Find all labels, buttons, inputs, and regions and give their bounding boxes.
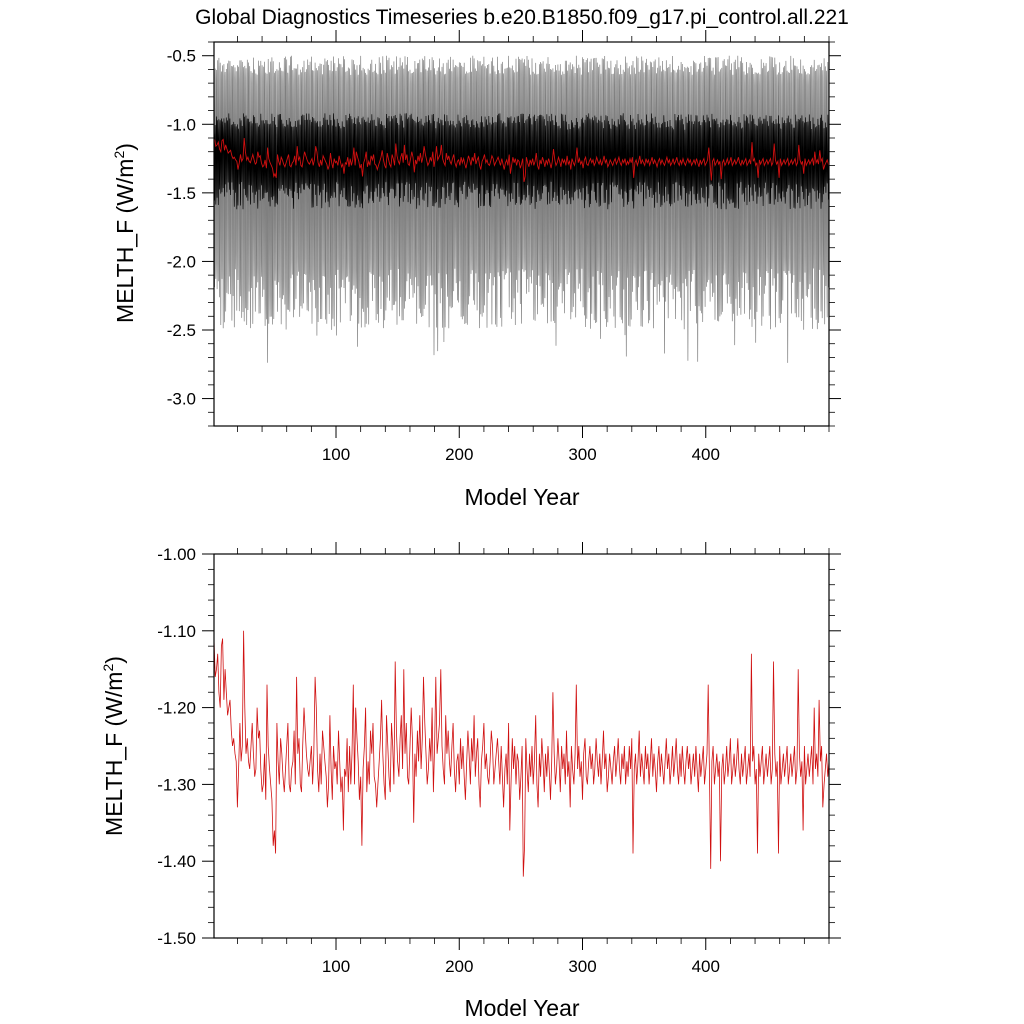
y-tick-label: -1.20 xyxy=(157,699,196,718)
x-tick-label: 200 xyxy=(445,445,473,464)
monthly-series-line xyxy=(214,55,829,363)
y-tick-label: -1.5 xyxy=(167,184,196,203)
y-tick-label: -0.5 xyxy=(167,47,196,66)
y-tick-label: -1.0 xyxy=(167,115,196,134)
bottom-panel-ylabel-close: ) xyxy=(101,656,127,664)
annual-mean-line xyxy=(214,137,829,182)
monthly-core-line xyxy=(214,113,829,210)
annual-series-line xyxy=(214,630,829,877)
y-tick-label: -2.0 xyxy=(167,252,196,271)
top-panel-ylabel-sup: 2 xyxy=(111,151,127,159)
y-tick-label: -1.30 xyxy=(157,775,196,794)
x-tick-label: 300 xyxy=(568,957,596,976)
bottom-panel-ylabel-main: MELTH_F (W/m xyxy=(101,672,127,836)
bottom-panel: 100 200 300 400 -1.00 -1.10 -1.20 -1.30 -1.40 -1.… xyxy=(100,542,841,1021)
y-tick-label: -1.50 xyxy=(157,929,196,948)
bottom-panel-xlabel: Model Year xyxy=(464,995,579,1021)
figure-title: Global Diagnostics Timeseries b.e20.B185… xyxy=(195,6,849,29)
bottom-panel-plot xyxy=(214,630,829,877)
x-tick-label: 100 xyxy=(322,445,350,464)
top-panel-xlabel: Model Year xyxy=(464,484,579,510)
bottom-panel-axes: 100 200 300 400 -1.00 -1.10 -1.20 -1.30 -1.40 -1.… xyxy=(157,542,841,976)
top-panel-axes: 100 200 300 400 -0.5 -1.0 -1.5 -2.0 -2.5 -3.0 xyxy=(167,30,841,464)
y-tick-label: -2.5 xyxy=(167,321,196,340)
top-panel-plot xyxy=(214,55,829,363)
top-panel-ylabel-main: MELTH_F (W/m xyxy=(112,159,138,323)
y-tick-label: -3.0 xyxy=(167,390,196,409)
x-tick-label: 300 xyxy=(568,445,596,464)
top-panel: 100 200 300 400 -0.5 -1.0 -1.5 -2.0 -2.5 -3.0 Mod… xyxy=(111,30,841,510)
bottom-panel-ylabel-sup: 2 xyxy=(100,664,116,672)
x-tick-label: 200 xyxy=(445,957,473,976)
top-panel-ylabel: MELTH_F (W/m2) xyxy=(111,143,138,323)
y-tick-label: -1.40 xyxy=(157,852,196,871)
top-panel-ylabel-close: ) xyxy=(112,143,138,151)
plot-frame xyxy=(213,553,830,939)
x-tick-label: 400 xyxy=(692,957,720,976)
y-tick-label: -1.10 xyxy=(157,622,196,641)
x-tick-label: 400 xyxy=(692,445,720,464)
x-tick-label: 100 xyxy=(322,957,350,976)
y-tick-label: -1.00 xyxy=(157,545,196,564)
bottom-panel-ylabel: MELTH_F (W/m2) xyxy=(100,656,127,836)
